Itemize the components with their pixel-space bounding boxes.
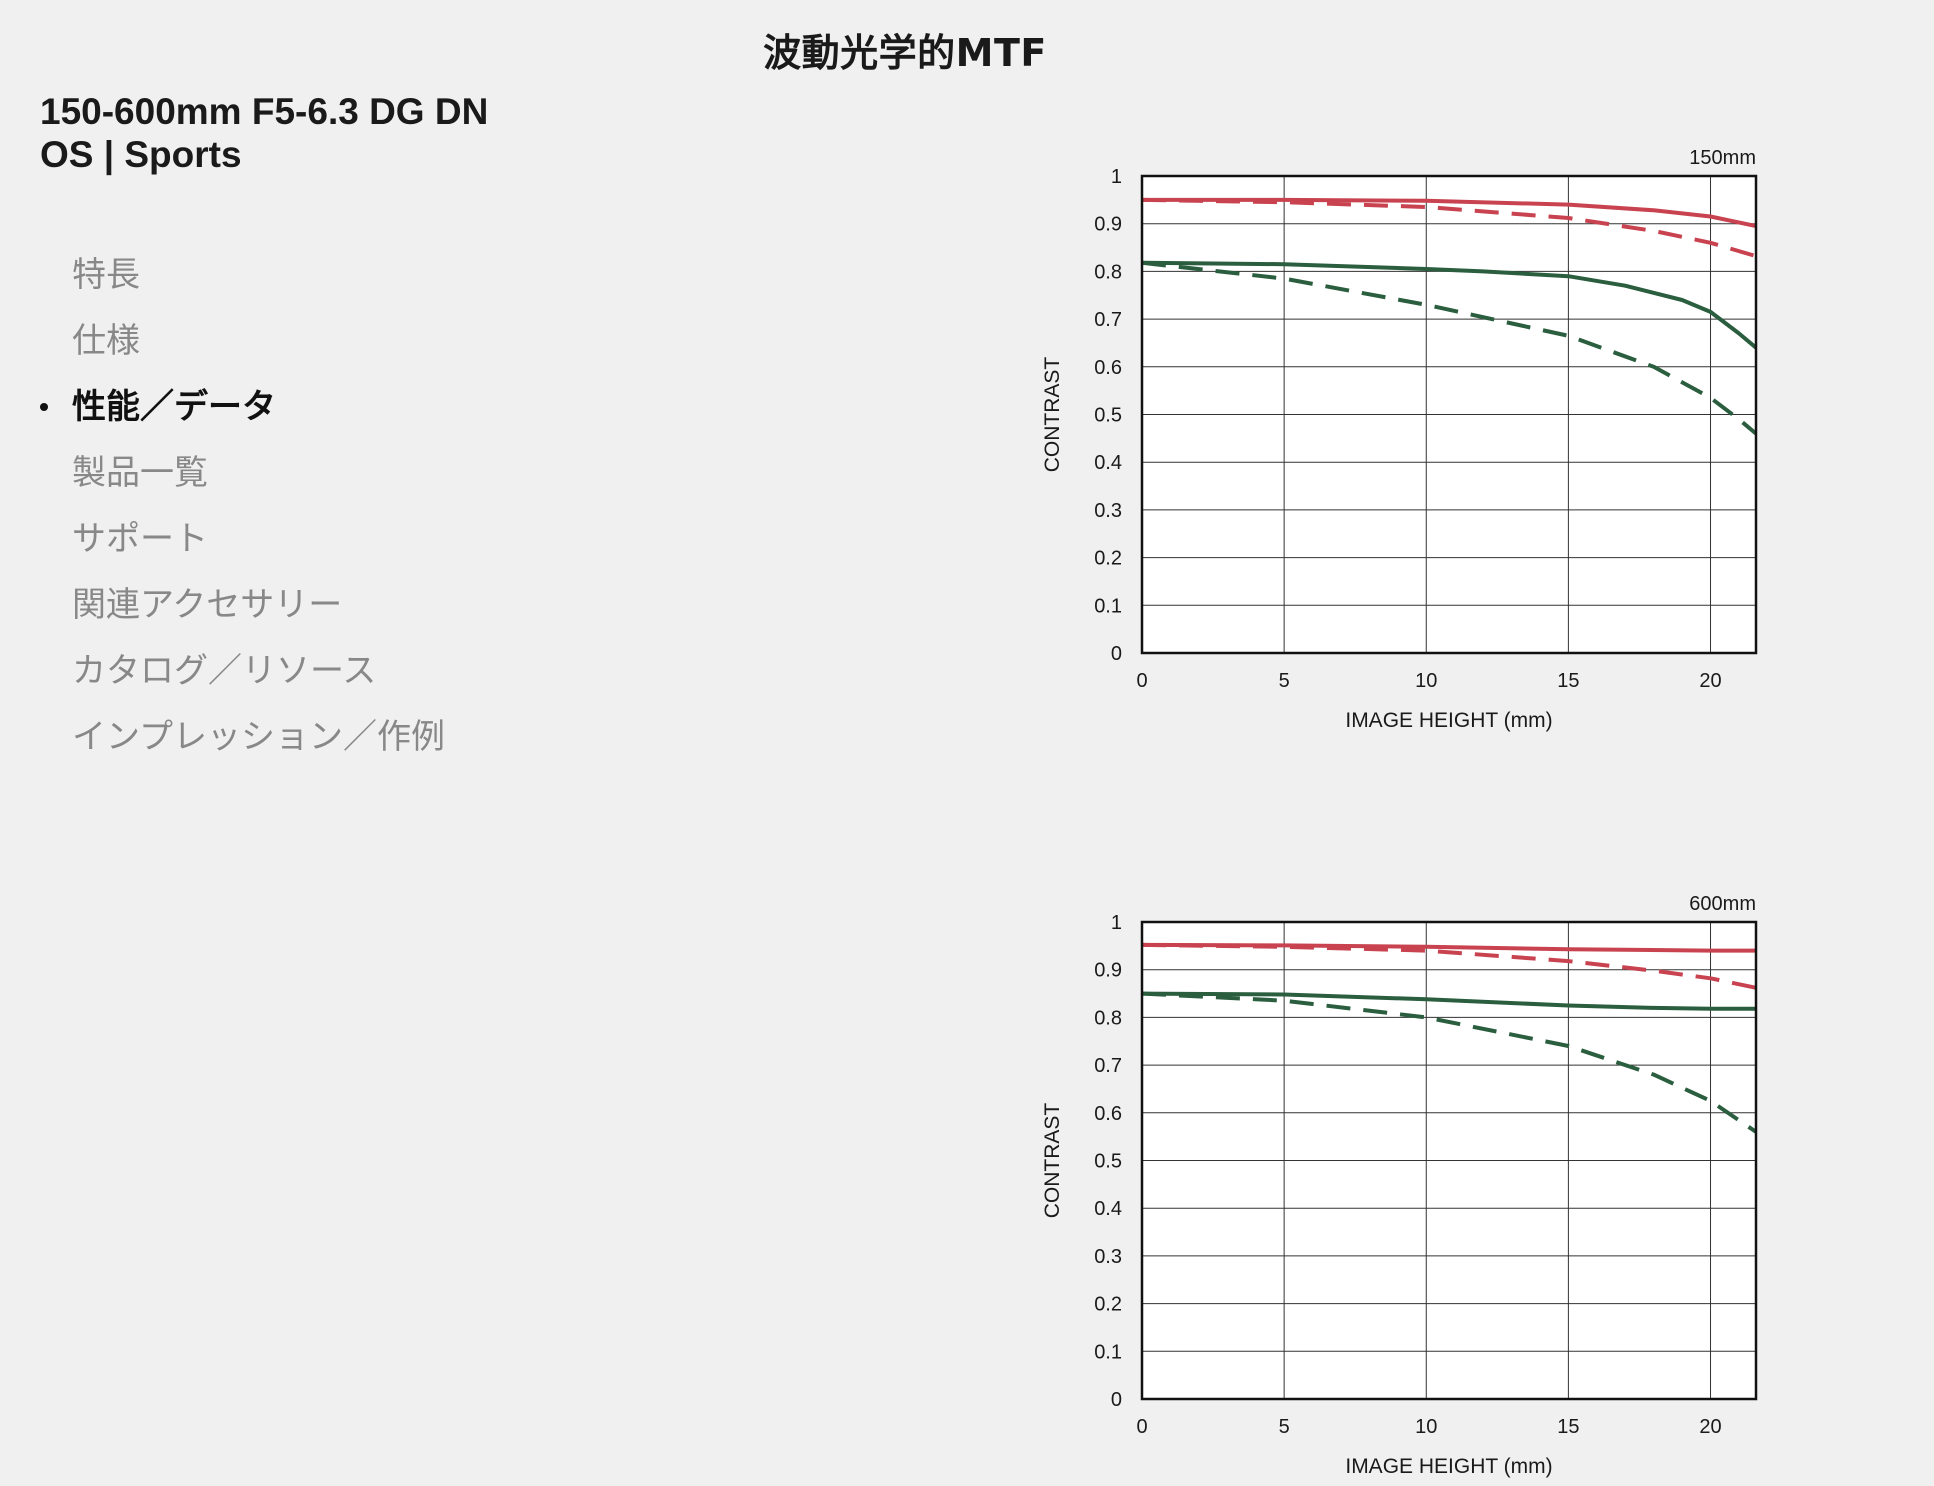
product-name: 150-600mm F5-6.3 DG DN OS | Sports (40, 90, 488, 176)
y-tick-label: 0.5 (1094, 1151, 1122, 1173)
x-axis-label: IMAGE HEIGHT (mm) (1345, 1455, 1552, 1478)
mtf-series-line-dashed (1141, 197, 1757, 259)
nav-item-performance-data[interactable]: 性能／データ (0, 377, 445, 443)
nav-item-label: インプレッション／作例 (72, 717, 445, 757)
nav-item-support[interactable]: サポート (0, 509, 445, 575)
y-tick-label: 0.8 (1094, 1007, 1122, 1029)
y-tick-label: 1 (1111, 166, 1122, 188)
nav-item-label: カタログ／リソース (72, 651, 377, 691)
y-tick-label: 0.6 (1094, 357, 1122, 379)
nav-item-label: 特長 (72, 255, 140, 295)
y-tick-label: 0.7 (1094, 309, 1122, 331)
nav-item-specifications[interactable]: 仕様 (0, 311, 445, 377)
mtf-series-line-dashed (1141, 260, 1758, 436)
nav-item-label: 関連アクセサリー (72, 585, 343, 625)
y-axis-label: CONTRAST (1041, 1103, 1064, 1219)
y-tick-label: 0 (1111, 643, 1122, 665)
chart-title: 600mm (1689, 893, 1756, 915)
y-tick-label: 0.1 (1094, 1341, 1122, 1363)
page-title: 波動光学的MTF (763, 31, 1047, 75)
mtf-chart-600mm-svg: 00.10.20.30.40.50.60.70.80.910 5 10 15 20600… (1041, 893, 1758, 1478)
mtf-series-line-solid (1141, 991, 1756, 1011)
y-tick-label: 0.5 (1094, 405, 1122, 427)
nav-item-product-list[interactable]: 製品一覧 (0, 443, 445, 509)
mtf-chart-150mm-svg: 00.10.20.30.40.50.60.70.80.910 5 10 15 20150… (1041, 147, 1758, 732)
y-tick-label: 0.9 (1094, 214, 1122, 236)
x-tick-label: 10 (1415, 1416, 1437, 1438)
plot-frame (1140, 920, 1758, 1401)
y-tick-label: 0.1 (1094, 595, 1122, 617)
mtf-series-line-dashed (1141, 991, 1758, 1134)
mtf-series-line-dashed (1141, 942, 1757, 990)
active-bullet-icon (40, 403, 48, 411)
y-tick-label: 0.3 (1094, 500, 1122, 522)
x-tick-label: 0 (1136, 670, 1147, 692)
nav-item-accessories[interactable]: 関連アクセサリー (0, 575, 445, 641)
y-tick-label: 0.3 (1094, 1246, 1122, 1268)
x-tick-label: 5 (1279, 670, 1290, 692)
y-axis-label: CONTRAST (1041, 357, 1064, 473)
y-tick-label: 0.6 (1094, 1103, 1122, 1125)
x-tick-label: 15 (1557, 670, 1579, 692)
mtf-chart-600mm: 0 0.1 0.2 0.3 0.4 0.5 0.6 0.7 0.8 0.9 1 0 5 10 15 20 600… (1035, 886, 1775, 1486)
x-tick-label: 15 (1557, 1416, 1579, 1438)
x-tick-label: 10 (1415, 670, 1437, 692)
mtf-series-line-solid (1142, 197, 1757, 229)
y-tick-label: 0.2 (1094, 548, 1122, 570)
side-nav: 特長 仕様 性能／データ 製品一覧 サポート 関連アクセサリー カタログ／リソー… (0, 245, 445, 773)
x-tick-label: 20 (1699, 670, 1721, 692)
x-tick-label: 0 (1136, 1416, 1147, 1438)
y-tick-label: 0.4 (1094, 452, 1122, 474)
y-tick-label: 0.8 (1094, 261, 1122, 283)
nav-item-label: 性能／データ (72, 387, 276, 427)
nav-item-label: 仕様 (72, 321, 140, 361)
mtf-series-line-solid (1141, 260, 1758, 350)
y-tick-label: 1 (1111, 912, 1122, 934)
chart-title: 150mm (1689, 147, 1756, 169)
nav-item-features[interactable]: 特長 (0, 245, 445, 311)
x-tick-label: 5 (1279, 1416, 1290, 1438)
mtf-chart-150mm: 0 0.1 0.2 0.3 0.4 0.5 0.6 0.7 0.8 0.9 1 0 5 10 15 20 150… (1035, 140, 1775, 740)
y-tick-label: 0 (1111, 1389, 1122, 1411)
nav-item-catalog-resources[interactable]: カタログ／リソース (0, 641, 445, 707)
y-tick-label: 0.2 (1094, 1294, 1122, 1316)
product-name-line1: 150-600mm F5-6.3 DG DN (40, 91, 489, 132)
product-name-line2: OS | Sports (40, 134, 242, 175)
nav-item-label: サポート (72, 519, 208, 559)
nav-item-label: 製品一覧 (72, 453, 208, 493)
nav-item-impressions-samples[interactable]: インプレッション／作例 (0, 707, 445, 773)
y-tick-label: 0.9 (1094, 960, 1122, 982)
y-tick-label: 0.4 (1094, 1198, 1122, 1220)
plot-frame (1140, 174, 1758, 655)
y-tick-label: 0.7 (1094, 1055, 1122, 1077)
x-tick-label: 20 (1699, 1416, 1721, 1438)
x-axis-label: IMAGE HEIGHT (mm) (1345, 709, 1552, 732)
